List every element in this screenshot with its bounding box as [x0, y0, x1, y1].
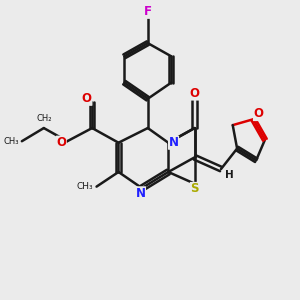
Text: CH₃: CH₃	[3, 137, 19, 146]
Text: O: O	[56, 136, 66, 149]
Text: S: S	[190, 182, 199, 196]
Text: O: O	[190, 87, 200, 100]
Text: N: N	[169, 136, 178, 149]
Text: N: N	[136, 187, 146, 200]
Text: CH₂: CH₂	[36, 114, 52, 123]
Text: O: O	[254, 107, 263, 121]
Text: F: F	[144, 5, 152, 18]
Text: CH₃: CH₃	[77, 182, 94, 191]
Text: O: O	[82, 92, 92, 105]
Text: H: H	[225, 170, 234, 180]
